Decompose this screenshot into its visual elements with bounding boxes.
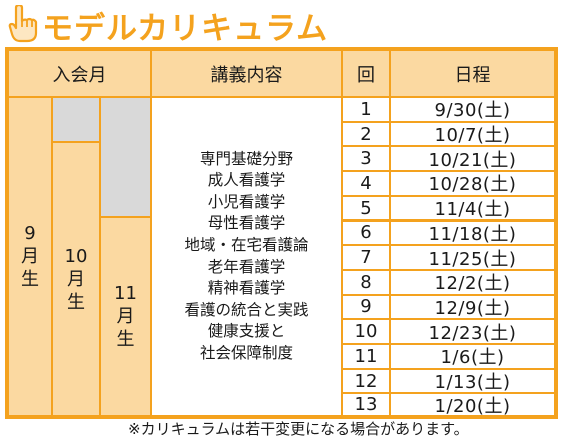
session-date: 11/25(土) <box>391 246 554 270</box>
session-date: 11/4(土) <box>391 196 554 220</box>
inactive-cell-october <box>53 98 99 141</box>
session-number: 2 <box>343 122 389 146</box>
header-session: 回 <box>343 51 389 96</box>
enrollment-month-char: 月 <box>116 306 135 327</box>
session-date: 11/18(土) <box>391 221 554 245</box>
lecture-item: 母性看護学 <box>207 214 286 233</box>
lecture-item: 小児看護学 <box>207 192 286 211</box>
session-number: 8 <box>343 270 389 294</box>
page-header: モデルカリキュラム <box>6 2 562 47</box>
session-number: 3 <box>343 147 389 171</box>
session-date: 1/6(土) <box>391 345 554 368</box>
page-title: モデルカリキュラム <box>42 11 329 47</box>
session-number: 6 <box>343 221 389 245</box>
session-date: 10/7(土) <box>391 122 554 146</box>
header-lecture-content: 講義内容 <box>152 51 341 96</box>
session-number: 13 <box>343 394 389 415</box>
curriculum-table: 入会月 講義内容 回 日程 9 月 生 10 月 生 11 月 生 専門基礎分野… <box>5 47 558 419</box>
enrollment-number: 10 <box>64 245 88 267</box>
session-date: 1/13(土) <box>391 369 554 393</box>
session-number: 12 <box>343 369 389 393</box>
session-number: 4 <box>343 172 389 195</box>
enrollment-student-char: 生 <box>67 291 85 313</box>
lecture-item: 地域・在宅看護論 <box>184 235 309 254</box>
header-schedule: 日程 <box>391 51 554 96</box>
session-number: 11 <box>343 345 389 368</box>
lecture-item: 看護の統合と実践 <box>184 300 309 319</box>
session-date: 12/23(土) <box>391 320 554 344</box>
session-date: 12/2(土) <box>391 270 554 294</box>
header-enrollment-month: 入会月 <box>9 51 150 96</box>
lecture-list: 専門基礎分野 成人看護学 小児看護学 母性看護学 地域・在宅看護論 老年看護学 … <box>152 98 341 415</box>
enrollment-october: 10 月 生 <box>53 143 99 415</box>
lecture-item: 成人看護学 <box>207 171 286 190</box>
enrollment-month-char: 月 <box>67 268 85 290</box>
enrollment-number: 11 <box>114 283 137 304</box>
session-number: 10 <box>343 320 389 343</box>
enrollment-student-char: 生 <box>116 329 135 350</box>
session-date: 12/9(土) <box>391 295 554 319</box>
session-number: 5 <box>343 196 389 220</box>
inactive-cell-november <box>101 98 150 216</box>
session-number: 1 <box>343 98 389 121</box>
lecture-item: 精神看護学 <box>207 279 286 298</box>
lecture-item: 専門基礎分野 <box>199 149 293 168</box>
lecture-item: 健康支援と <box>207 322 286 341</box>
session-date: 10/21(土) <box>391 147 554 171</box>
session-date: 9/30(土) <box>391 98 554 121</box>
pointing-hand-icon <box>8 5 38 43</box>
lecture-item: 老年看護学 <box>207 257 286 276</box>
enrollment-student-char: 生 <box>21 269 39 290</box>
lecture-item: 社会保障制度 <box>199 343 293 362</box>
session-number: 9 <box>343 295 389 319</box>
session-date: 1/20(土) <box>391 394 554 417</box>
enrollment-september: 9 月 生 <box>9 98 51 415</box>
footnote: ※カリキュラムは若干変更になる場合があります。 <box>128 420 469 438</box>
session-date: 10/28(土) <box>391 172 554 195</box>
enrollment-month-char: 月 <box>21 246 39 267</box>
enrollment-number: 9 <box>24 223 36 244</box>
session-number: 7 <box>343 246 389 269</box>
enrollment-november: 11 月 生 <box>101 218 150 415</box>
